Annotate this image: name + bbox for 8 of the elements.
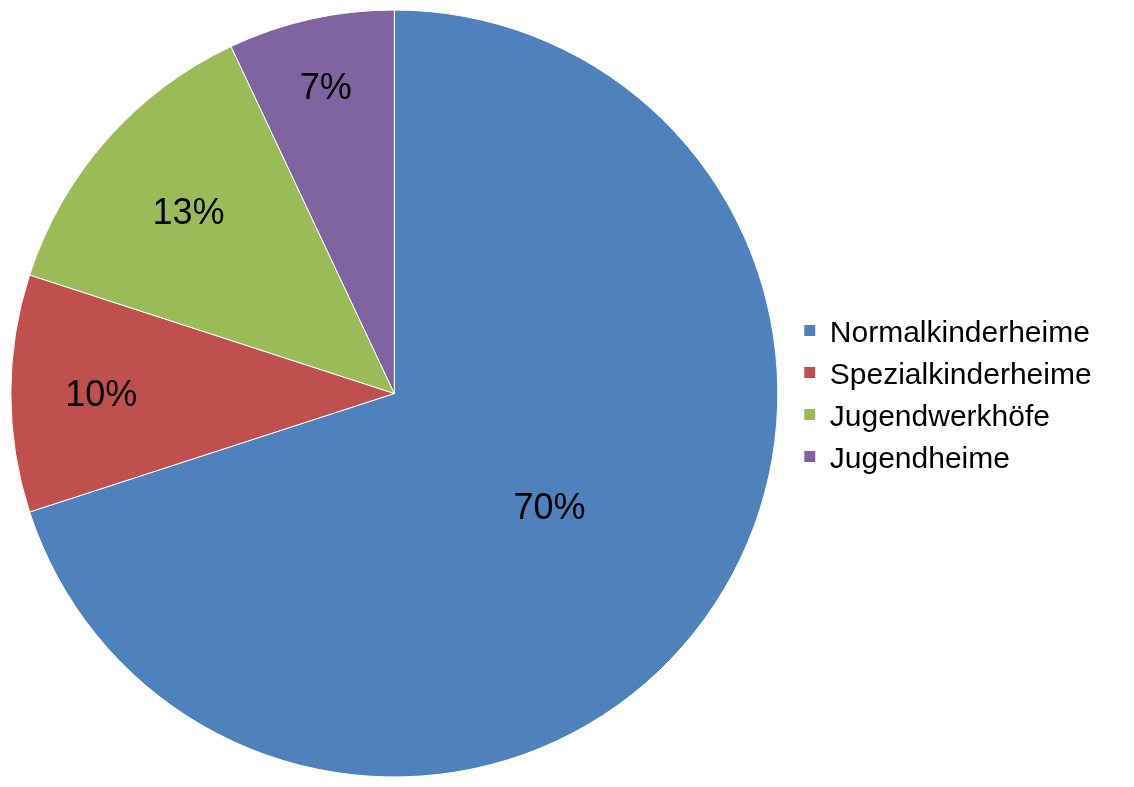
data-label: 10%: [65, 373, 138, 414]
data-label: 13%: [152, 191, 225, 233]
legend-label: Jugendwerkhöfe: [829, 399, 1050, 433]
legend-label: Spezialkinderheime: [829, 357, 1092, 391]
data-label: 70%: [513, 485, 586, 527]
legend-label: Jugendheime: [829, 441, 1010, 475]
legend-label: Normalkinderheime: [829, 315, 1090, 349]
data-label: 7%: [299, 65, 352, 107]
